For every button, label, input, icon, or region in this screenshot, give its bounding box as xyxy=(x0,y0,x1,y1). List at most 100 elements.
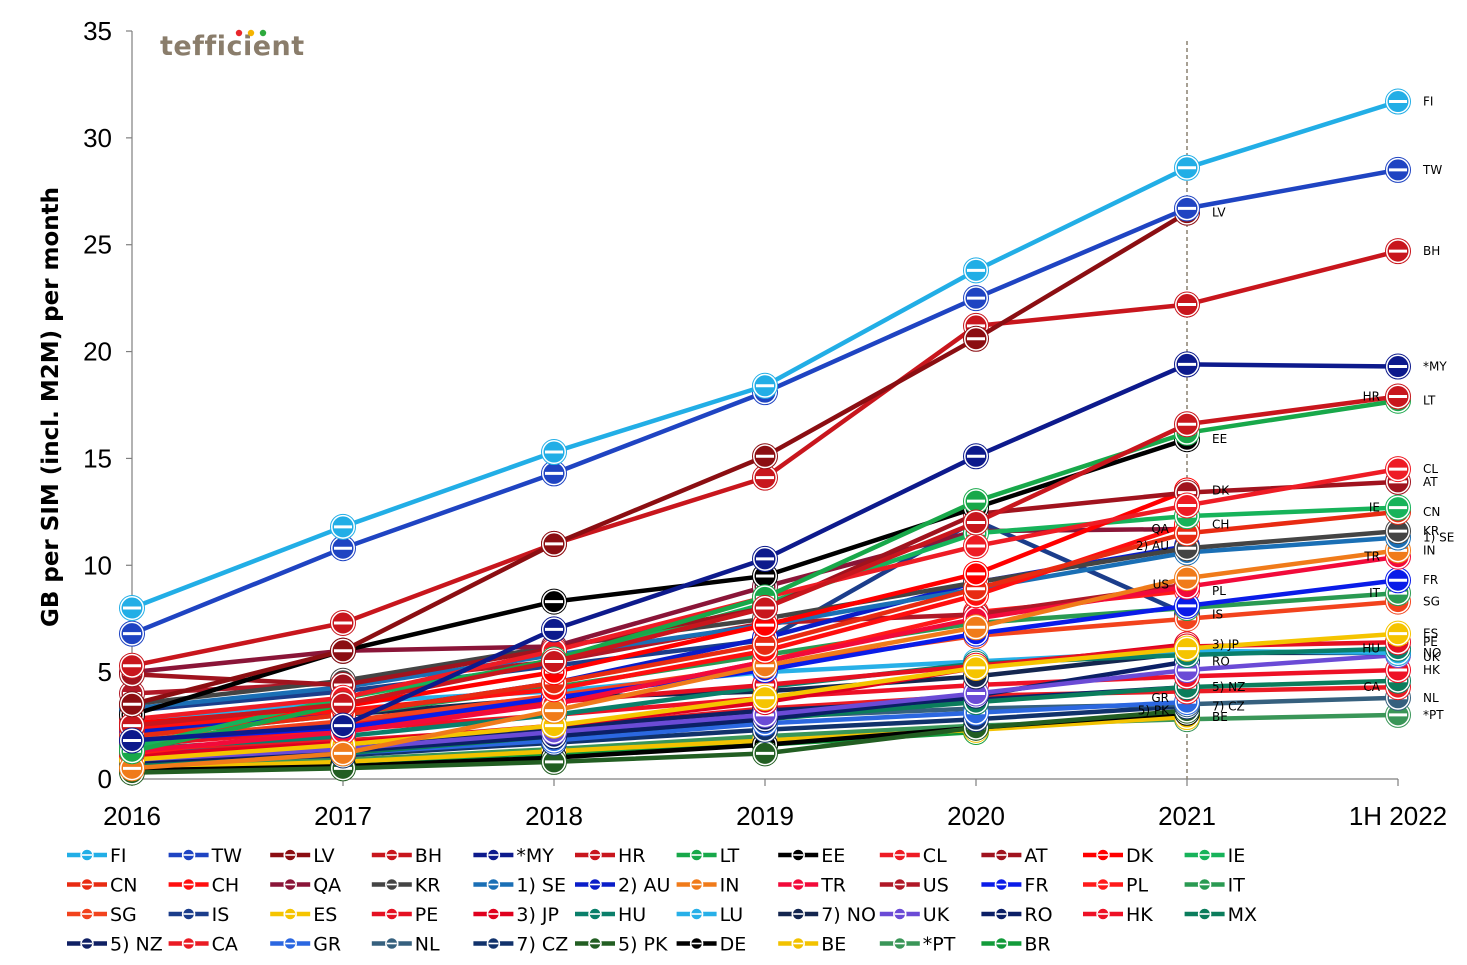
legend-label: 2) AU xyxy=(618,875,670,897)
legend-label: BE xyxy=(821,934,846,956)
legend-item-lu: LU xyxy=(676,904,744,926)
data-point xyxy=(963,560,989,587)
legend-item-bh: BH xyxy=(371,845,442,867)
data-point xyxy=(541,616,567,643)
legend-label: *PT xyxy=(923,934,956,956)
data-point xyxy=(963,325,989,352)
data-point xyxy=(752,443,778,470)
legend-item-ch: CH xyxy=(168,875,239,897)
legend-item-es: ES xyxy=(270,904,337,926)
marker-ring xyxy=(1174,565,1200,592)
end-label: NO xyxy=(1423,646,1441,660)
end-label: RO xyxy=(1212,654,1230,668)
y-tick-label: 0 xyxy=(98,764,112,794)
marker-ring xyxy=(963,325,989,352)
data-point xyxy=(330,740,356,767)
end-label: HR xyxy=(1363,389,1380,403)
legend-label: US xyxy=(923,875,949,897)
end-label: *PT xyxy=(1423,708,1444,722)
data-point xyxy=(963,509,989,536)
legend-item-tw: TW xyxy=(168,845,243,867)
data-point xyxy=(330,637,356,664)
data-point xyxy=(752,684,778,711)
end-label: LV xyxy=(1212,206,1226,220)
legend-label: 5) PK xyxy=(618,934,668,956)
data-point xyxy=(1385,620,1411,647)
y-tick-label: 25 xyxy=(83,230,112,260)
marker-ring xyxy=(752,545,778,572)
legend-item-at: AT xyxy=(981,845,1048,867)
marker-ring xyxy=(541,439,567,466)
legend-item-gr: GR xyxy=(270,934,341,956)
end-label: DK xyxy=(1212,483,1230,497)
legend-label: PL xyxy=(1126,875,1148,897)
legend-label: TW xyxy=(211,845,243,867)
legend-item-ca: CA xyxy=(168,934,238,956)
legend-label: LU xyxy=(720,904,744,926)
legend-item-hu: HU xyxy=(575,904,646,926)
data-point xyxy=(119,595,145,622)
logo-dot xyxy=(235,29,243,37)
end-label: CN xyxy=(1423,505,1440,519)
marker-ring xyxy=(330,637,356,664)
marker-ring xyxy=(1385,456,1411,483)
data-point xyxy=(1385,88,1411,115)
legend-label: CN xyxy=(110,875,137,897)
legend-label: FI xyxy=(110,845,127,867)
legend-item-5-nz: 5) NZ xyxy=(67,934,163,956)
data-point xyxy=(752,740,778,767)
series-fi xyxy=(119,88,1411,622)
end-label: ES xyxy=(1423,627,1438,641)
end-label: NL xyxy=(1423,691,1439,705)
series-in xyxy=(119,537,1411,782)
legend: FI TW LV BH *MY HR LT EE CL AT DK IE CN CH QA KR 1) SE 2)… xyxy=(67,845,1257,956)
y-tick-label: 20 xyxy=(83,337,112,367)
marker-ring xyxy=(1174,154,1200,181)
legend-label: UK xyxy=(923,904,950,926)
legend-item-qa: QA xyxy=(270,875,341,897)
marker-ring xyxy=(1385,383,1411,410)
legend-item-sg: SG xyxy=(67,904,137,926)
logo-dot xyxy=(259,29,267,37)
data-point xyxy=(963,285,989,312)
end-label: UK xyxy=(1423,650,1441,664)
marker-ring xyxy=(752,684,778,711)
legend-label: ES xyxy=(313,904,337,926)
end-label: 5) NZ xyxy=(1212,680,1245,694)
legend-label: IN xyxy=(720,875,740,897)
legend-item-dk: DK xyxy=(1083,845,1154,867)
data-point xyxy=(963,654,989,681)
legend-item-it: IT xyxy=(1184,875,1245,897)
legend-label: IE xyxy=(1228,845,1246,867)
legend-item-is: IS xyxy=(168,904,229,926)
end-label: LT xyxy=(1423,394,1436,408)
data-point xyxy=(119,620,145,647)
data-point xyxy=(1385,494,1411,521)
marker-ring xyxy=(541,530,567,557)
end-label: 3) JP xyxy=(1212,637,1239,651)
data-point xyxy=(752,372,778,399)
x-tick-label: 2017 xyxy=(314,801,372,831)
tefficient-logo: tefficient xyxy=(160,29,304,62)
marker-ring xyxy=(1385,156,1411,183)
data-point xyxy=(1385,456,1411,483)
marker-ring xyxy=(541,648,567,675)
end-label: TR xyxy=(1363,550,1380,564)
legend-item-1-se: 1) SE xyxy=(473,875,566,897)
legend-label: HU xyxy=(618,904,646,926)
x-tick-label: 2018 xyxy=(525,801,583,831)
end-label: GR xyxy=(1151,691,1169,705)
end-label: IN xyxy=(1423,543,1436,557)
legend-label: EE xyxy=(821,845,845,867)
legend-item-us: US xyxy=(879,875,949,897)
x-tick-label: 2016 xyxy=(103,801,161,831)
end-label: CH xyxy=(1212,518,1229,532)
data-point xyxy=(330,609,356,636)
marker-ring xyxy=(541,616,567,643)
end-label: SG xyxy=(1423,595,1440,609)
data-point xyxy=(1174,635,1200,662)
legend-item-lv: LV xyxy=(270,845,335,867)
legend-label: DE xyxy=(720,934,747,956)
legend-item-2-au: 2) AU xyxy=(575,875,670,897)
